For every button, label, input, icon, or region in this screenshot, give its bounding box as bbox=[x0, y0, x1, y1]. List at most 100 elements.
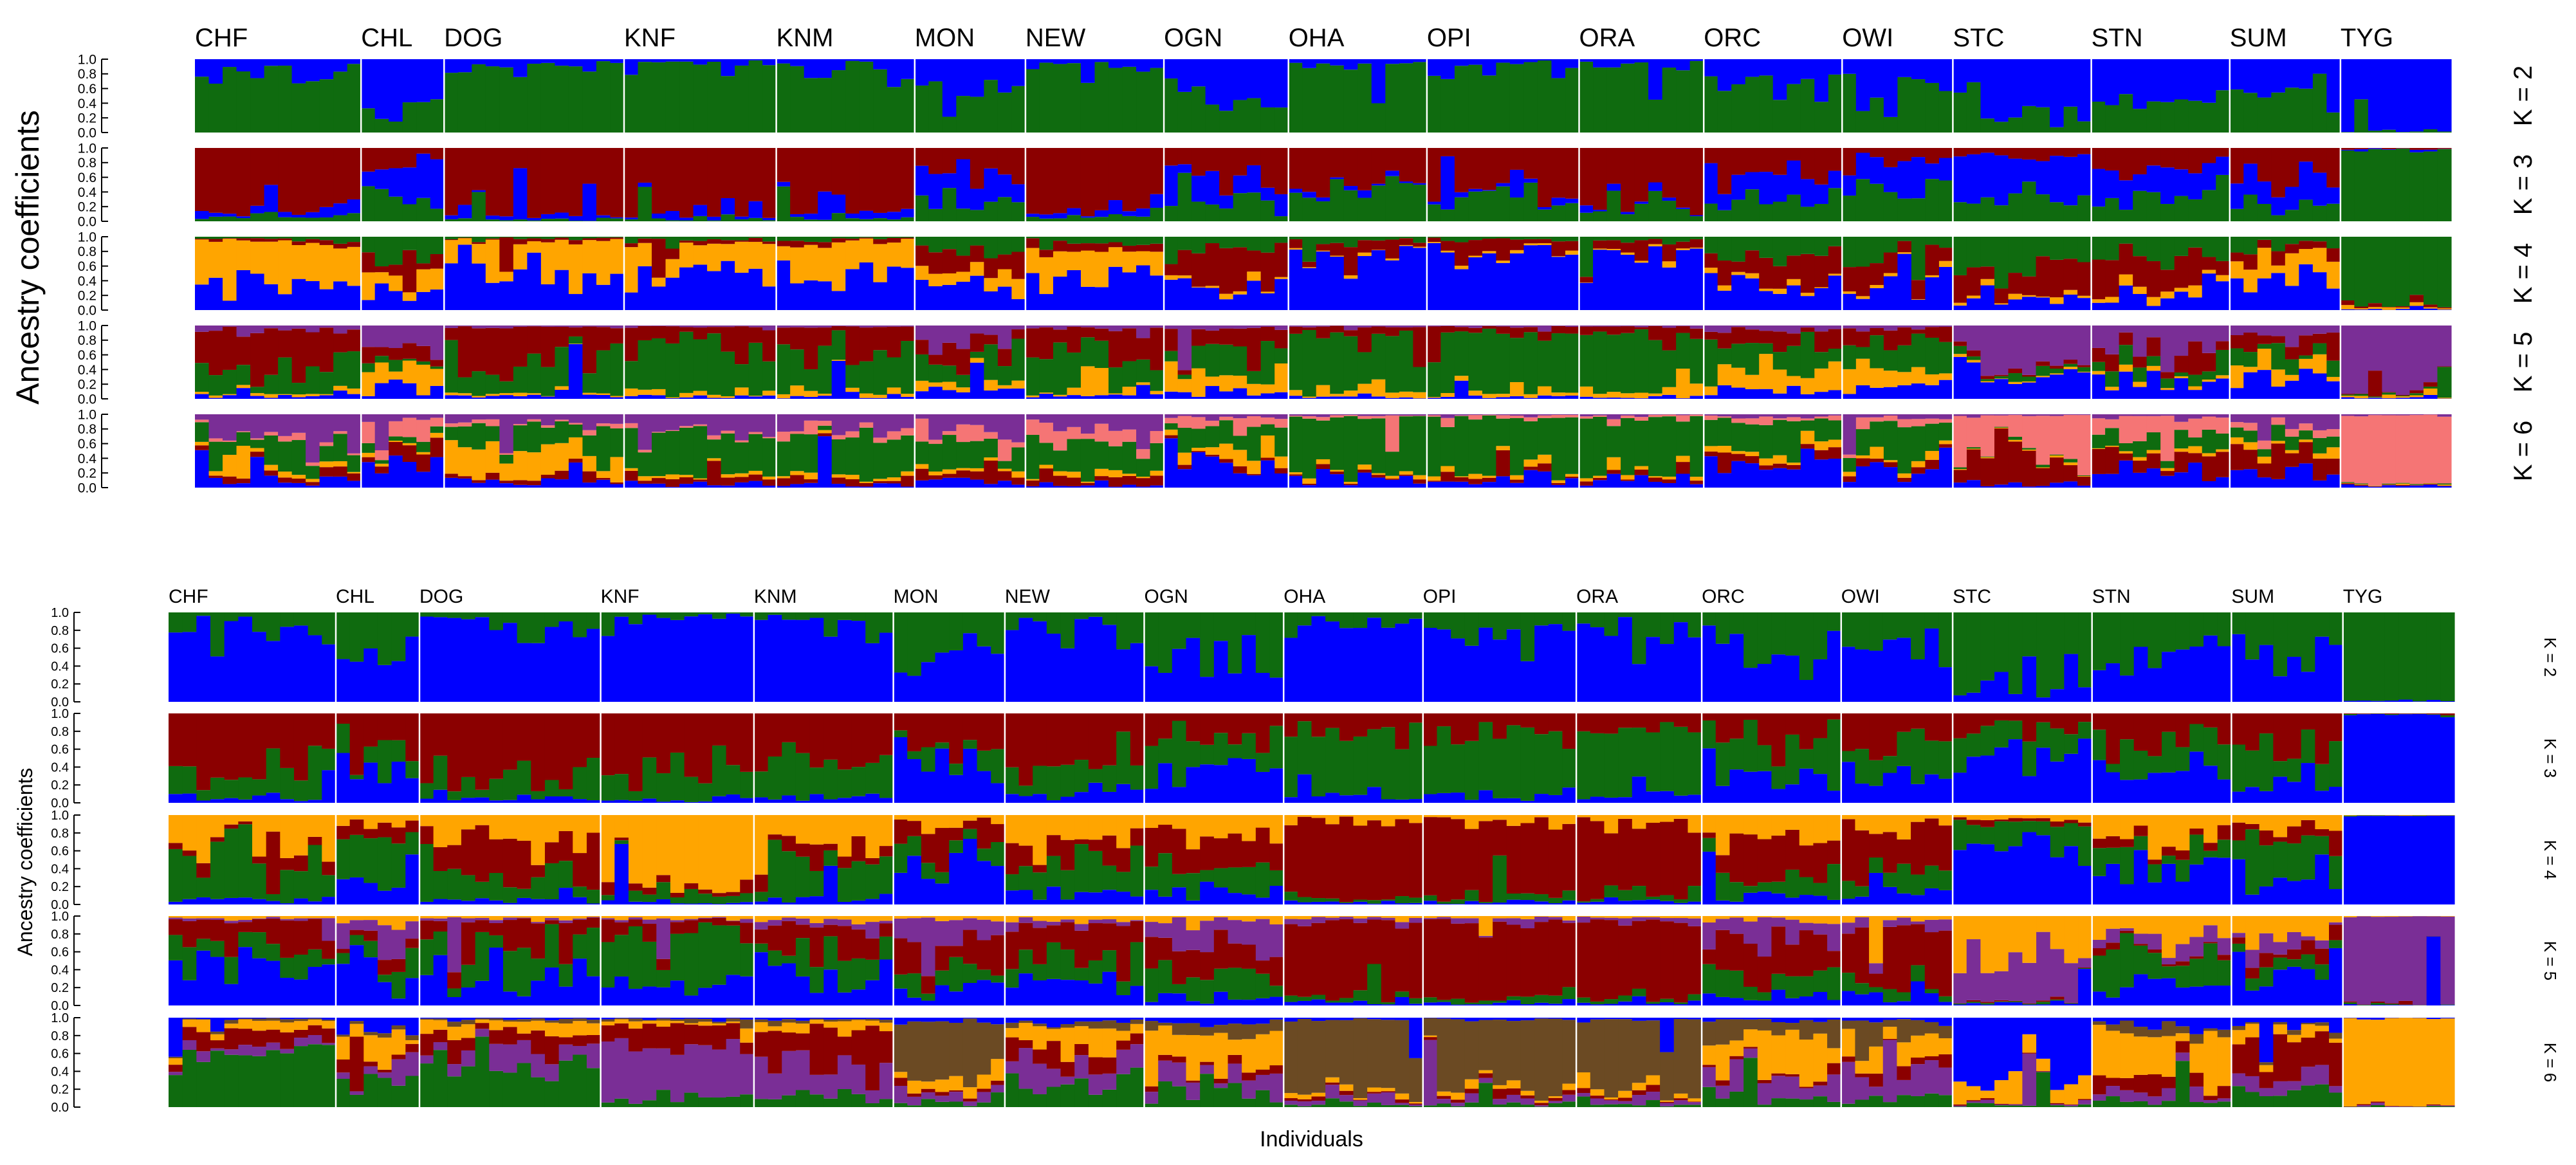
ancestry-bar-segment bbox=[1648, 417, 1663, 477]
ancestry-bar-segment bbox=[416, 148, 431, 154]
ancestry-bar-segment bbox=[1606, 237, 1621, 241]
ancestry-bar-segment bbox=[1478, 902, 1493, 904]
ancestry-bar-segment bbox=[1772, 331, 1787, 353]
ancestry-bar-segment bbox=[1702, 713, 1716, 720]
ancestry-bar-segment bbox=[2299, 463, 2314, 488]
ancestry-bar-segment bbox=[1813, 612, 1828, 659]
ancestry-bar-segment bbox=[610, 428, 625, 457]
ancestry-bar-segment bbox=[1316, 244, 1330, 251]
ancestry-bar-segment bbox=[1855, 266, 1870, 297]
ancestry-bar-segment bbox=[1662, 244, 1677, 262]
ancestry-bar-segment bbox=[1648, 393, 1663, 396]
ancestry-bar-segment bbox=[2036, 815, 2051, 818]
ancestry-bar-segment bbox=[236, 218, 251, 221]
ancestry-bar-segment bbox=[1702, 625, 1716, 702]
ancestry-bar-segment bbox=[1673, 818, 1689, 900]
ancestry-bar-segment bbox=[873, 326, 888, 327]
ancestry-bar-segment bbox=[893, 672, 908, 702]
ancestry-bar-segment bbox=[1122, 272, 1137, 310]
ancestry-bar-segment bbox=[1200, 713, 1215, 745]
ancestry-bar-segment bbox=[1551, 333, 1566, 393]
ancestry-bar-segment bbox=[1205, 426, 1220, 448]
ancestry-bar-segment bbox=[748, 432, 763, 434]
ancestry-bar-segment bbox=[1080, 434, 1096, 439]
ancestry-bar-segment bbox=[1283, 638, 1298, 702]
ancestry-bar-segment bbox=[1676, 241, 1691, 249]
ancestry-bar-segment bbox=[1353, 901, 1368, 904]
ancestry-bar-segment bbox=[1800, 414, 1815, 419]
ancestry-bar-segment bbox=[1046, 886, 1062, 904]
ancestry-bar-segment bbox=[1994, 815, 2009, 820]
ancestry-bar-segment bbox=[928, 148, 943, 174]
ancestry-bar-segment bbox=[306, 462, 320, 466]
ancestry-bar-segment bbox=[1593, 250, 1608, 310]
ancestry-bar-segment bbox=[977, 815, 991, 818]
ancestry-bar-segment bbox=[623, 361, 639, 389]
ancestry-bar-segment bbox=[1855, 815, 1870, 830]
ancestry-bar-segment bbox=[1468, 484, 1483, 488]
ancestry-bar-segment bbox=[1325, 621, 1340, 702]
ancestry-bar-segment bbox=[1785, 829, 1800, 870]
ancestry-bar-segment bbox=[1053, 486, 1068, 488]
ancestry-bar-segment bbox=[291, 397, 306, 399]
ancestry-bar-segment bbox=[582, 482, 597, 488]
ancestry-bar-segment bbox=[956, 282, 971, 310]
ancestry-bar-segment bbox=[748, 481, 763, 488]
ancestry-bar-segment bbox=[790, 326, 805, 327]
ancestry-bar-segment bbox=[2091, 299, 2106, 303]
ancestry-bar-segment bbox=[1897, 253, 1912, 310]
ancestry-bar-segment bbox=[2022, 105, 2037, 133]
ancestry-bar-segment bbox=[1316, 59, 1330, 64]
population-label-stn: STN bbox=[2092, 24, 2143, 52]
ancestry-bar-segment bbox=[1242, 635, 1256, 702]
ancestry-bar-segment bbox=[1924, 865, 1939, 888]
ancestry-bar-segment bbox=[1604, 885, 1619, 897]
ancestry-bar-segment bbox=[1911, 299, 1926, 310]
ancestry-bar-segment bbox=[1911, 414, 1926, 419]
ancestry-bar-segment bbox=[1399, 237, 1413, 239]
ancestry-bar-segment bbox=[182, 632, 197, 702]
ancestry-bar-segment bbox=[1136, 478, 1151, 487]
ancestry-bar-segment bbox=[2243, 237, 2258, 255]
population-label-stn: STN bbox=[2092, 586, 2131, 607]
ancestry-bar-segment bbox=[1715, 742, 1731, 786]
ancestry-bar-segment bbox=[250, 457, 265, 488]
ancestry-bar-segment bbox=[2382, 149, 2397, 150]
ancestry-bar-segment bbox=[322, 770, 336, 803]
ancestry-bar-segment bbox=[1094, 243, 1109, 252]
ancestry-bar-segment bbox=[762, 220, 777, 221]
ancestry-bar-segment bbox=[1506, 894, 1522, 900]
ancestry-bar-segment bbox=[721, 477, 735, 486]
ancestry-bar-segment bbox=[1233, 291, 1247, 295]
ancestry-bar-segment bbox=[837, 902, 852, 904]
ancestry-bar-segment bbox=[1302, 192, 1317, 198]
ancestry-bar-segment bbox=[1478, 722, 1493, 791]
ancestry-bar-segment bbox=[2202, 456, 2216, 481]
ancestry-bar-segment bbox=[1468, 64, 1483, 133]
ancestry-bar-segment bbox=[1440, 417, 1455, 427]
ancestry-bar-segment bbox=[1283, 892, 1298, 901]
ancestry-bar-segment bbox=[391, 827, 406, 844]
ancestry-bar-segment bbox=[1813, 738, 1828, 775]
ancestry-bar-segment bbox=[1177, 392, 1192, 399]
ancestry-bar-segment bbox=[782, 902, 796, 904]
ancestry-bar-segment bbox=[389, 148, 403, 169]
ancestry-bar-segment bbox=[1980, 326, 1995, 376]
ancestry-bar-segment bbox=[679, 237, 694, 241]
ancestry-bar-segment bbox=[1842, 59, 1857, 74]
ancestry-bar-segment bbox=[1729, 769, 1744, 803]
ancestry-bar-segment bbox=[2092, 876, 2106, 904]
ancestry-bar-segment bbox=[208, 398, 223, 399]
ancestry-bar-segment bbox=[956, 470, 971, 478]
ancestry-bar-segment bbox=[433, 755, 448, 790]
ancestry-bar-segment bbox=[1122, 237, 1137, 246]
ancestry-bar-segment bbox=[1164, 279, 1179, 310]
ancestry-bar-segment bbox=[1191, 451, 1206, 452]
ancestry-bar-segment bbox=[1621, 212, 1635, 215]
ancestry-bar-segment bbox=[555, 239, 569, 270]
ancestry-bar-segment bbox=[333, 203, 348, 216]
ancestry-bar-segment bbox=[1966, 326, 1982, 351]
ancestry-bar-segment bbox=[558, 621, 573, 702]
ancestry-bar-segment bbox=[1033, 865, 1047, 873]
ancestry-bar-segment bbox=[1799, 845, 1814, 877]
